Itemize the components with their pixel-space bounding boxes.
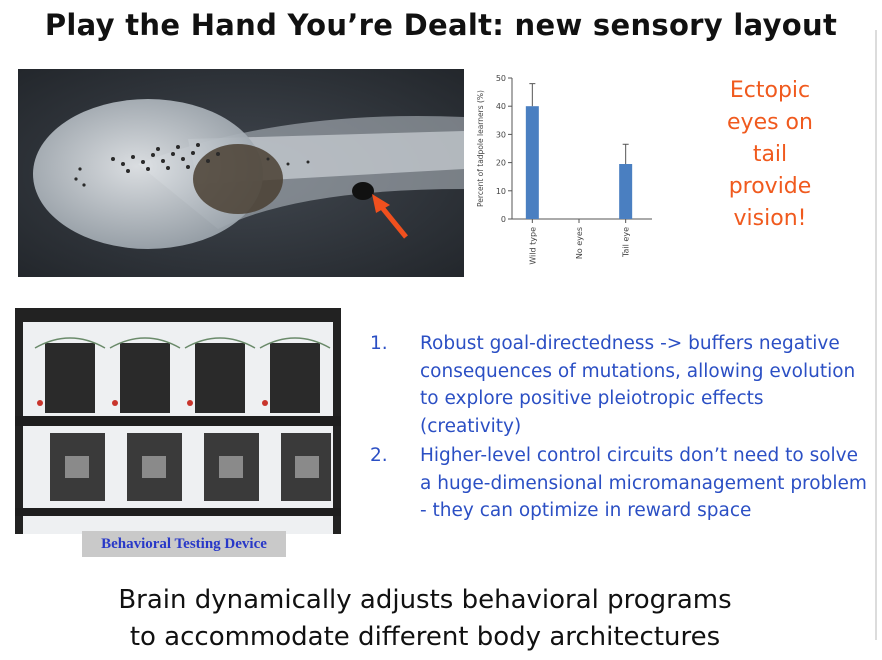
list-item: 2. Higher-level control circuits don’t n…	[370, 442, 870, 525]
divider	[875, 30, 877, 640]
y-tick-label: 30	[496, 130, 506, 139]
tadpole-photo	[18, 69, 464, 277]
ectopic-eyes-note: Ectopic eyes on tail provide vision!	[715, 75, 825, 235]
y-tick-label: 20	[496, 159, 506, 168]
bar	[619, 164, 633, 219]
y-tick-label: 0	[501, 215, 506, 224]
list-text: Higher-level control circuits don’t need…	[420, 445, 867, 521]
numbered-points: 1. Robust goal-directedness -> buffers n…	[370, 330, 870, 527]
y-tick-label: 40	[496, 102, 506, 111]
bar	[525, 106, 539, 219]
bar-chart: 0 10 20 30 40 50 Percent of tadpole learners (…	[476, 74, 652, 265]
rig-caption: Behavioral Testing Device	[82, 531, 286, 557]
x-tick-label: No eyes	[575, 227, 584, 259]
ectopic-line: eyes on	[727, 110, 813, 135]
list-number: 2.	[370, 445, 388, 466]
x-tick-label: Wild type	[528, 227, 537, 265]
list-number: 1.	[370, 333, 388, 354]
x-tick-label: Tail eye	[622, 227, 631, 258]
ectopic-line: vision!	[733, 206, 807, 231]
behavioral-rig-photo	[15, 308, 341, 534]
slide-title: Play the Hand You’re Dealt: new sensory …	[44, 8, 838, 42]
y-tick-label: 50	[496, 74, 506, 83]
ectopic-line: provide	[728, 174, 812, 199]
ectopic-line: Ectopic	[729, 78, 811, 103]
y-axis-label: Percent of tadpole learners (%)	[476, 90, 485, 207]
list-text: Robust goal-directedness -> buffers nega…	[420, 333, 856, 437]
list-item: 1. Robust goal-directedness -> buffers n…	[370, 330, 870, 440]
y-tick-label: 10	[496, 187, 506, 196]
footer-line: Brain dynamically adjusts behavioral pro…	[118, 585, 732, 615]
footer-text: Brain dynamically adjusts behavioral pro…	[0, 582, 850, 656]
footer-line: to accommodate different body architectu…	[129, 622, 721, 652]
ectopic-line: tail	[752, 142, 788, 167]
